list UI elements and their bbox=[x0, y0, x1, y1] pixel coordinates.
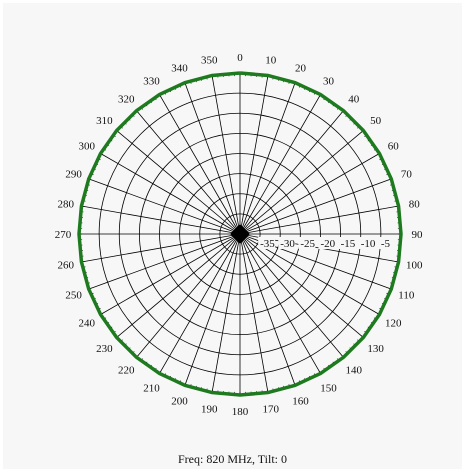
angle-tick-label: 340 bbox=[171, 63, 188, 75]
angle-tick-label: 250 bbox=[65, 290, 82, 302]
grid-spoke bbox=[239, 94, 321, 235]
angle-tick-label: 350 bbox=[201, 55, 218, 67]
center-marker bbox=[230, 224, 250, 244]
grid-spoke bbox=[100, 233, 241, 315]
grid-spoke bbox=[239, 153, 380, 235]
grid-spoke bbox=[184, 233, 241, 386]
angle-tick-label: 120 bbox=[385, 318, 402, 330]
angle-tick-label: 100 bbox=[406, 260, 423, 272]
chart-caption: Freq: 820 MHz, Tilt: 0 bbox=[177, 452, 288, 466]
angle-tick-label: 240 bbox=[78, 318, 95, 330]
radial-tick-label: -5 bbox=[381, 238, 391, 250]
ring-label-bg bbox=[318, 237, 336, 249]
ring-label-bg bbox=[338, 237, 356, 249]
grid-spoke bbox=[81, 205, 241, 235]
angle-tick-label: 30 bbox=[323, 76, 335, 88]
angle-tick-label: 70 bbox=[401, 168, 413, 180]
grid-spoke bbox=[239, 110, 344, 235]
angle-tick-label: 200 bbox=[171, 395, 188, 407]
angle-tick-label: 20 bbox=[295, 63, 307, 75]
grid-spoke bbox=[136, 233, 241, 358]
angle-tick-label: 40 bbox=[348, 93, 360, 105]
grid-spoke bbox=[116, 233, 241, 338]
grid-spoke bbox=[159, 233, 241, 374]
grid-spoke bbox=[239, 75, 269, 235]
angle-tick-label: 10 bbox=[265, 55, 277, 67]
radial-tick-label: -15 bbox=[341, 238, 356, 250]
grid-spoke bbox=[81, 233, 241, 263]
angle-tick-label: 300 bbox=[78, 141, 95, 153]
radial-tick-label: -10 bbox=[361, 238, 376, 250]
grid-spoke bbox=[136, 110, 241, 235]
angle-tick-label: 50 bbox=[370, 115, 382, 127]
angle-tick-label: 60 bbox=[388, 141, 400, 153]
angle-tick-label: 130 bbox=[367, 343, 384, 355]
ring-label-bg bbox=[358, 237, 376, 249]
grid-spoke bbox=[211, 75, 241, 235]
axis-labels: 0 10 20 30 40 50 60 70 80 90 100 110 120 130 140 150 160… bbox=[55, 52, 423, 418]
grid-spoke bbox=[184, 82, 241, 235]
angle-tick-label: 90 bbox=[412, 229, 424, 241]
grid-spoke bbox=[116, 130, 241, 235]
angle-tick-label: 260 bbox=[57, 260, 74, 272]
radial-tick-label: -25 bbox=[300, 238, 315, 250]
angle-tick-label: 150 bbox=[320, 382, 337, 394]
radial-tick-label: -20 bbox=[321, 238, 336, 250]
radial-tick-label: -35 bbox=[260, 238, 275, 250]
grid-spoke bbox=[88, 233, 241, 290]
pattern-line bbox=[77, 71, 403, 397]
angle-tick-label: 160 bbox=[292, 395, 309, 407]
angle-tick-label: 320 bbox=[118, 93, 135, 105]
radial-tick-label: -30 bbox=[280, 238, 295, 250]
ring-label-bg bbox=[298, 237, 316, 249]
angle-tick-label: 170 bbox=[262, 403, 279, 415]
angle-tick-label: 110 bbox=[398, 290, 415, 302]
angle-tick-label: 280 bbox=[57, 198, 74, 210]
angle-tick-label: 80 bbox=[409, 198, 421, 210]
grid-spoke bbox=[211, 233, 241, 393]
grid-spoke bbox=[100, 153, 241, 235]
angle-tick-label: 190 bbox=[201, 403, 218, 415]
grid-spoke bbox=[239, 233, 321, 374]
angle-tick-label: 0 bbox=[237, 52, 243, 64]
grid-spoke bbox=[239, 233, 364, 338]
angle-tick-label: 230 bbox=[96, 343, 113, 355]
grid-spoke bbox=[239, 233, 344, 358]
angle-tick-label: 220 bbox=[118, 365, 135, 377]
angle-tick-label: 270 bbox=[55, 229, 72, 241]
ring-label-bg bbox=[278, 237, 296, 249]
grid-spoke bbox=[239, 205, 399, 235]
ring-label-bg bbox=[378, 237, 396, 249]
grid-spoke bbox=[239, 233, 296, 386]
pattern-series bbox=[77, 71, 403, 397]
angle-tick-label: 330 bbox=[143, 76, 160, 88]
grid-spoke bbox=[239, 233, 269, 393]
angle-tick-label: 210 bbox=[143, 382, 160, 394]
angle-tick-label: 290 bbox=[65, 168, 82, 180]
grid-spoke bbox=[239, 130, 364, 235]
ring-label-bg bbox=[258, 237, 276, 249]
angle-tick-label: 310 bbox=[96, 115, 113, 127]
grid-spoke bbox=[88, 178, 241, 235]
grid-spoke bbox=[159, 94, 241, 235]
grid-spoke bbox=[239, 178, 392, 235]
angle-tick-label: 140 bbox=[346, 365, 363, 377]
angle-tick-label: 180 bbox=[232, 406, 249, 418]
grid-spoke bbox=[239, 82, 296, 235]
